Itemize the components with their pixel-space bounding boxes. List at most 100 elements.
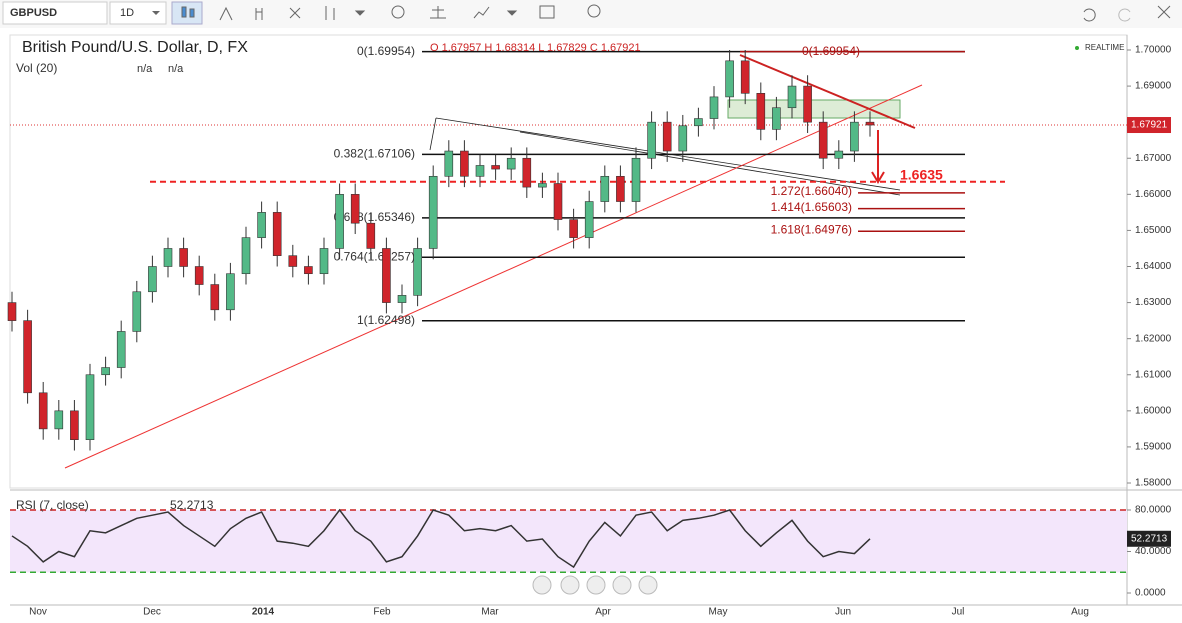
candle-body <box>210 284 220 311</box>
candle-body <box>272 212 282 256</box>
price-frame <box>9 34 1128 489</box>
rsi-tick-label: 80.0000 <box>1135 505 1172 516</box>
candle-body <box>834 150 844 159</box>
candle-body <box>366 222 376 249</box>
chart-title: British Pound/U.S. Dollar, D, FX <box>22 39 248 56</box>
candle-body <box>662 121 672 152</box>
rsi-title: RSI (7, close) <box>16 498 89 512</box>
candle-body <box>163 248 173 267</box>
y-tick-label: 1.69000 <box>1135 81 1172 92</box>
x-tick-label: Aug <box>1071 607 1089 618</box>
fib-label: 0(1.69954) <box>357 44 415 58</box>
candle-body <box>319 248 329 275</box>
candle-body <box>132 291 142 332</box>
candle-body <box>584 201 594 238</box>
rsi-badge <box>1127 530 1171 547</box>
y-tick-label: 1.70000 <box>1135 45 1172 56</box>
y-tick-label: 1.60000 <box>1135 405 1172 416</box>
downtrend-line <box>739 54 916 129</box>
y-tick-label: 1.59000 <box>1135 442 1172 453</box>
candle-body <box>413 248 422 296</box>
target-label: 1.6635 <box>900 166 943 182</box>
nav-button <box>612 575 632 595</box>
rsi-nav[interactable] <box>532 575 658 595</box>
x-tick-label: Feb <box>373 607 391 618</box>
fib-label: 1(1.62498) <box>357 313 415 327</box>
y-tick-label: 1.67000 <box>1135 153 1172 164</box>
ohlc-readout: O 1.67957 H 1.68314 L 1.67829 C 1.67921 <box>430 42 641 54</box>
candle-body <box>304 266 313 275</box>
candle-body <box>148 266 157 293</box>
x-tick-label: Dec <box>143 607 161 618</box>
rsi-line <box>11 508 871 569</box>
x-tick-label: Nov <box>29 607 47 618</box>
candle-body <box>803 85 812 123</box>
target-arrow <box>871 130 885 184</box>
volume-ma: n/a <box>168 63 184 75</box>
x-tick-label: Apr <box>595 607 611 618</box>
fib-extension-label: 1.618(1.64976) <box>771 222 852 236</box>
candle-body <box>772 107 781 130</box>
last-price-label: 1.67921 <box>1131 120 1168 131</box>
rsi-band <box>10 510 1127 573</box>
candle-body <box>397 295 407 303</box>
candle-body <box>428 175 438 249</box>
candle-body <box>179 248 188 267</box>
candle-body <box>538 183 547 188</box>
candle-body <box>694 118 703 127</box>
x-tick-label: May <box>709 607 728 618</box>
tool-icons[interactable] <box>171 1 1171 25</box>
candle-body <box>38 392 48 430</box>
y-tick-label: 1.63000 <box>1135 297 1172 308</box>
candle-body <box>787 85 797 109</box>
candle-body <box>865 121 875 126</box>
candle-body <box>444 150 454 177</box>
candle-body <box>616 175 625 202</box>
y-tick-label: 1.65000 <box>1135 225 1172 236</box>
candle-body <box>350 194 360 224</box>
realtime-dot <box>1075 46 1079 50</box>
rsi-tick-label: 0.0000 <box>1135 588 1166 599</box>
y-tick-label: 1.58000 <box>1135 478 1172 489</box>
y-tick-label: 1.66000 <box>1135 189 1172 200</box>
fib-extension-label: 0(1.69954) <box>802 44 860 58</box>
candle-body <box>116 331 126 368</box>
rsi-value: 52.2713 <box>170 498 214 512</box>
candle-body <box>553 183 563 220</box>
candle-body <box>569 219 578 238</box>
candle-body <box>23 320 32 394</box>
y-tick-label: 1.62000 <box>1135 333 1172 344</box>
nav-button <box>586 575 606 595</box>
candle-body <box>647 121 656 159</box>
candle-body <box>491 165 500 170</box>
last-price-badge <box>1127 117 1171 134</box>
candle-body <box>460 150 469 177</box>
candle-body <box>226 273 235 311</box>
candle-body <box>631 157 641 202</box>
candle-body <box>70 410 79 441</box>
interval-box[interactable] <box>109 1 167 25</box>
nav-button <box>638 575 658 595</box>
candle-body <box>678 125 688 152</box>
candle-body <box>257 212 266 238</box>
uptrend-line <box>64 84 923 469</box>
resistance-zone <box>727 99 901 119</box>
dropdown-icon[interactable] <box>152 11 160 15</box>
candle-body <box>241 237 251 275</box>
candle-body <box>709 96 719 119</box>
candle-body <box>7 302 17 321</box>
candle-body <box>101 367 110 376</box>
volume-value: n/a <box>137 63 153 75</box>
candle-body <box>522 157 532 188</box>
candle-body <box>850 121 859 152</box>
candle-body <box>54 410 64 430</box>
candle-body <box>756 93 766 130</box>
fib-extension-label: 1.272(1.66040) <box>771 184 852 198</box>
candle-body <box>600 175 610 202</box>
rsi-tick-label: 40.0000 <box>1135 546 1172 557</box>
candle-body <box>818 121 828 159</box>
fib-label: 0.764(1.64257) <box>334 249 415 263</box>
realtime-label: REALTIME <box>1085 43 1124 52</box>
symbol-box[interactable] <box>2 1 108 25</box>
